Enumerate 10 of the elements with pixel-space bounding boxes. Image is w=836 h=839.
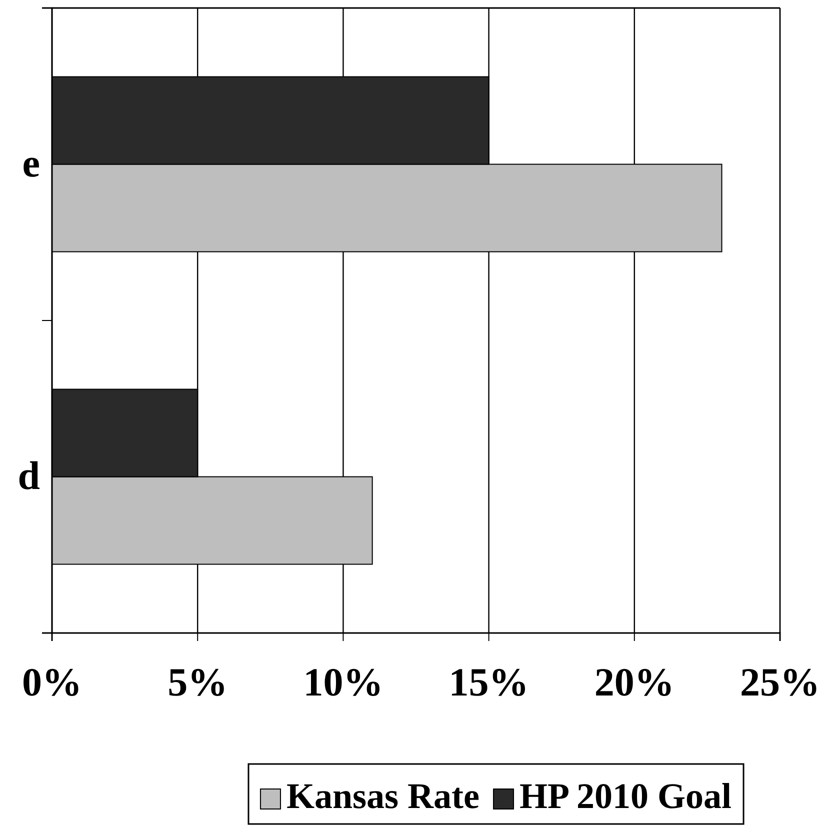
y-tick-label: d: [18, 452, 40, 498]
x-tick-label: 5%: [168, 659, 228, 704]
x-tick-label: 10%: [303, 659, 384, 704]
x-tick-label: 20%: [594, 659, 674, 704]
x-tick-label: 15%: [448, 659, 529, 704]
x-tick-label: 0%: [22, 659, 82, 704]
x-tick-label: 25%: [740, 659, 820, 704]
legend-label: Kansas Rate: [286, 776, 480, 816]
legend-label: HP 2010 Goal: [520, 776, 732, 816]
y-tick-label: e: [22, 140, 40, 186]
